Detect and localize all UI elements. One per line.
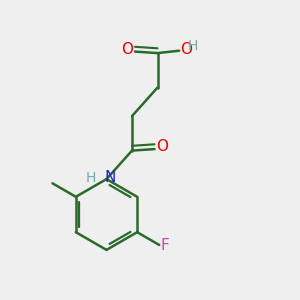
Text: O: O — [180, 42, 192, 57]
Text: O: O — [122, 42, 134, 57]
Text: H: H — [188, 39, 198, 53]
Text: O: O — [156, 139, 168, 154]
Text: N: N — [104, 170, 116, 185]
Text: F: F — [160, 238, 169, 253]
Text: H: H — [85, 171, 96, 184]
